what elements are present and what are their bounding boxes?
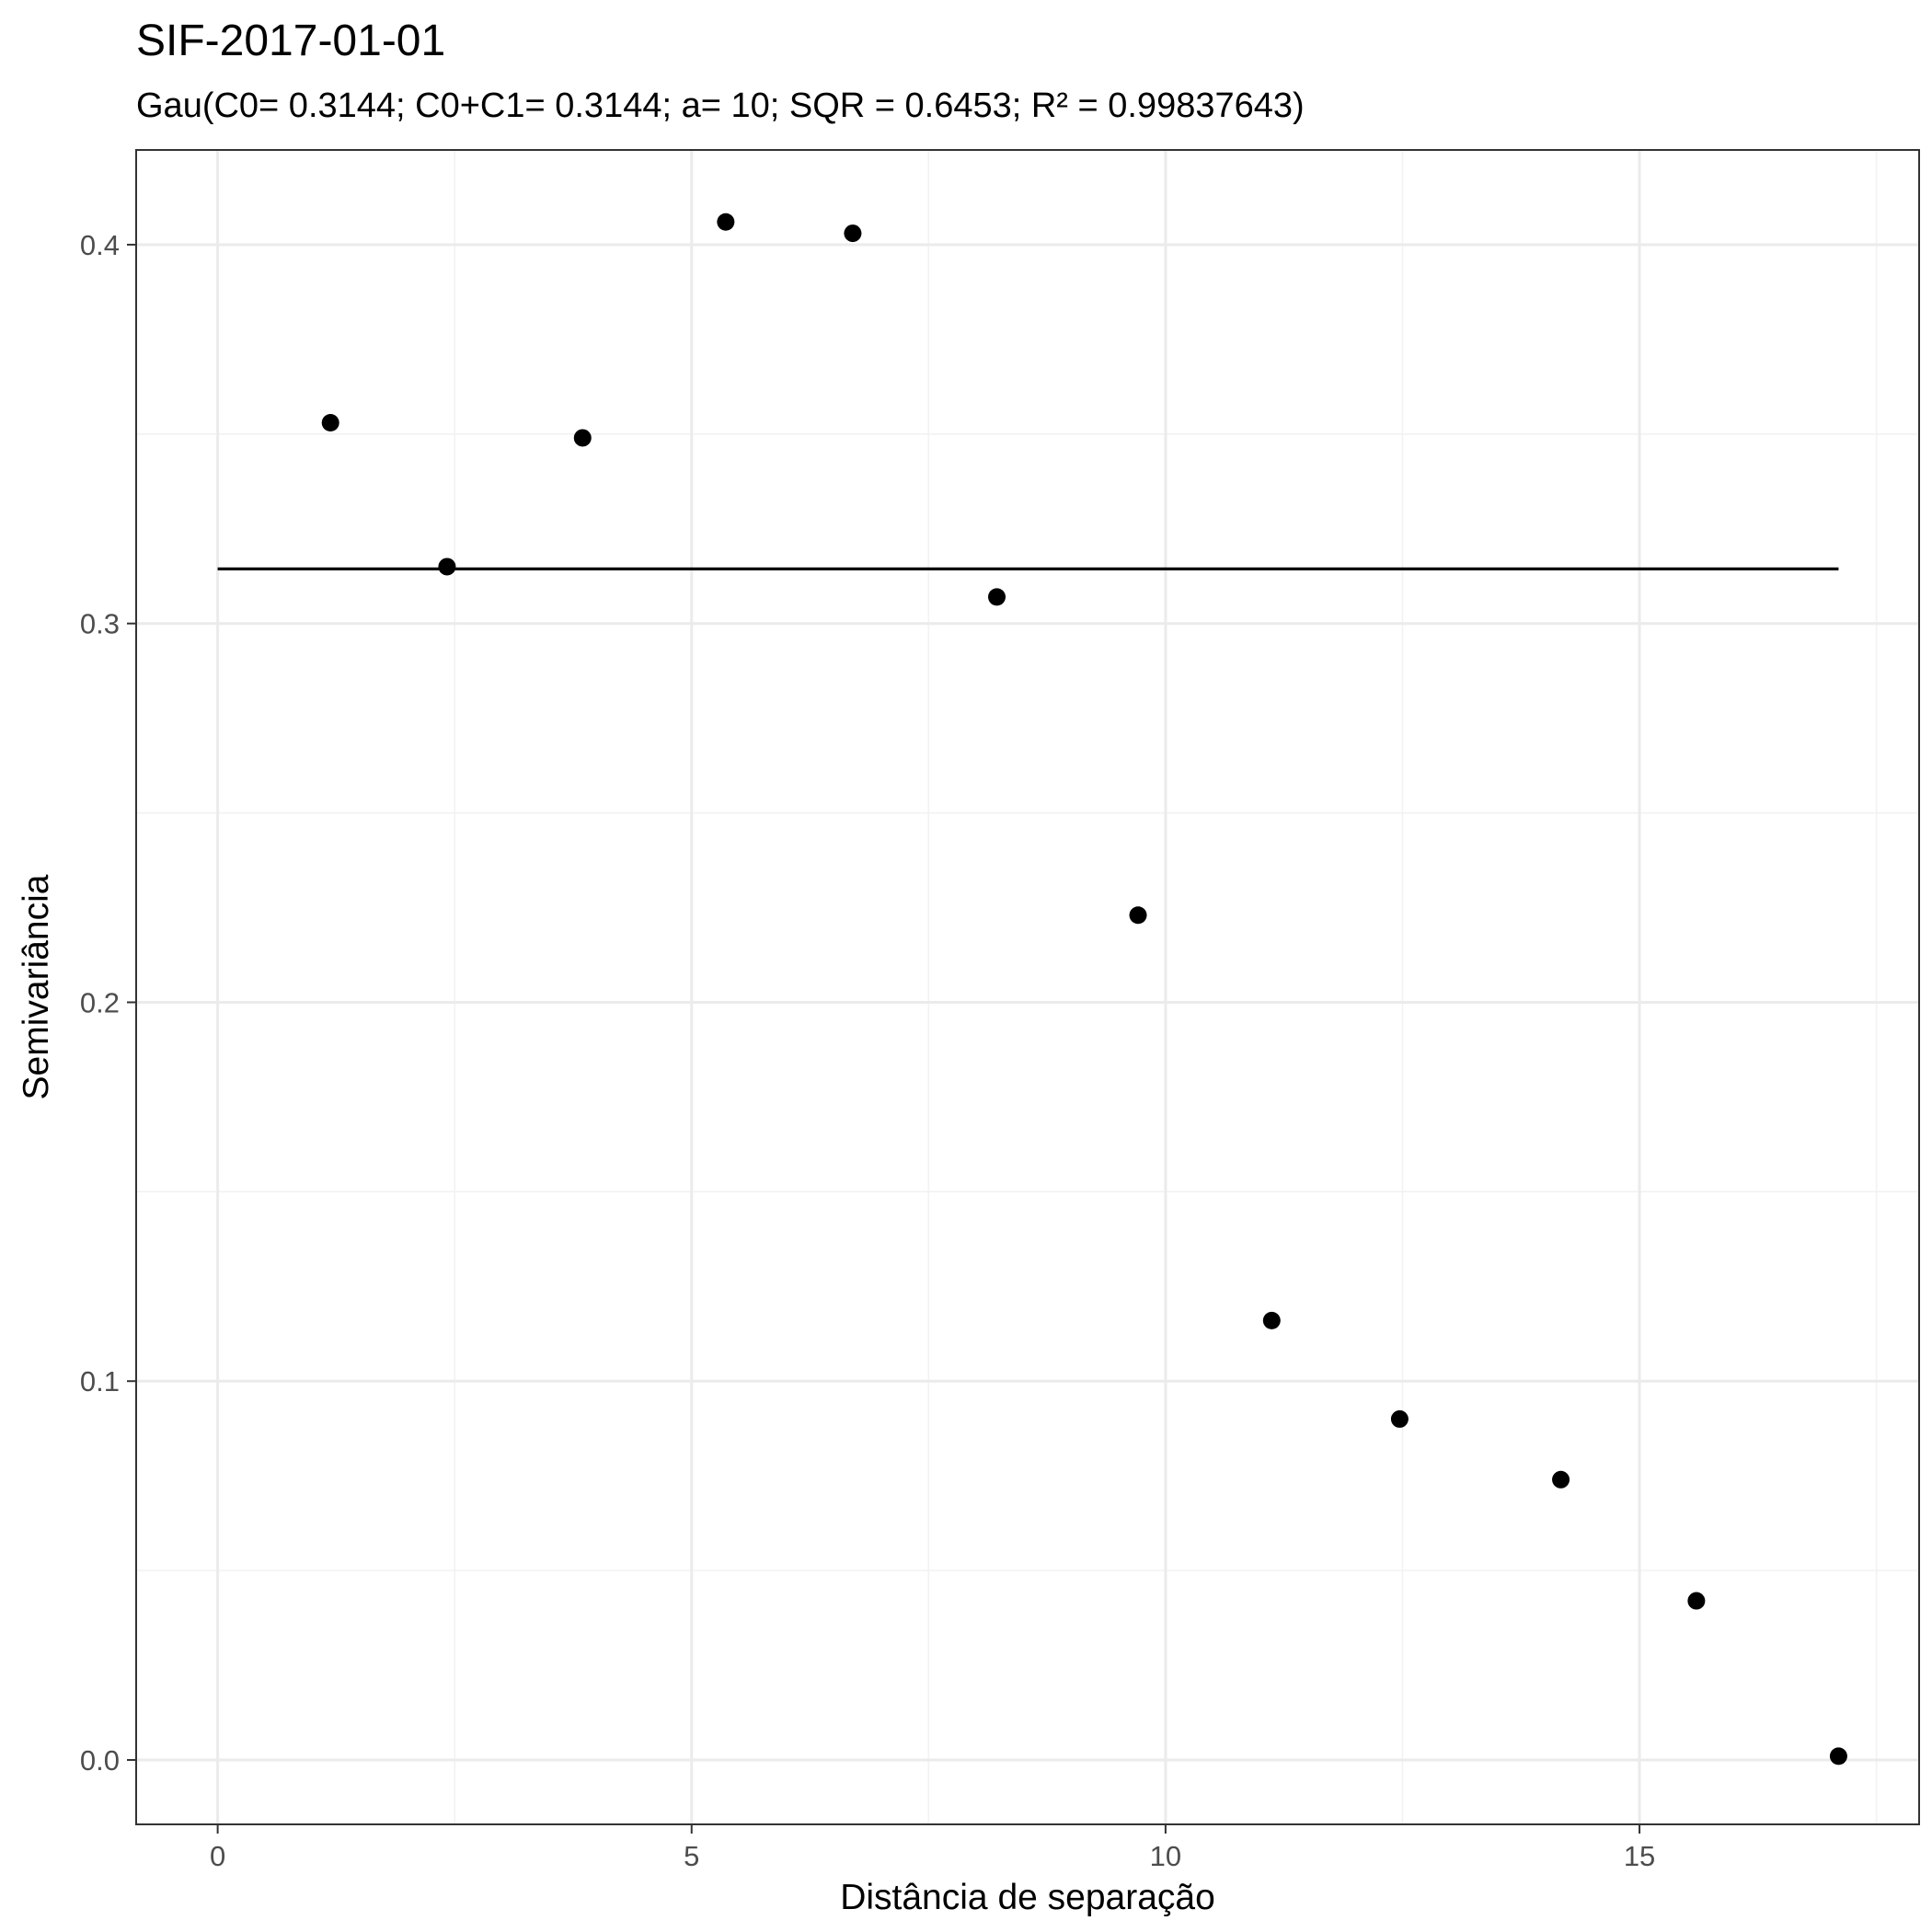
data-point: [844, 224, 862, 243]
y-axis: 0.0 0.1 0.2 0.3 0.4: [80, 229, 136, 1777]
data-point: [717, 213, 735, 231]
data-point: [1552, 1470, 1570, 1489]
data-point: [1829, 1747, 1847, 1765]
y-tick-label: 0.3: [80, 608, 120, 640]
panel-border: [135, 149, 1920, 1825]
x-axis-title: Distância de separação: [840, 1878, 1215, 1917]
data-point: [1390, 1409, 1409, 1428]
x-tick-label: 0: [210, 1840, 225, 1872]
data-point: [573, 429, 592, 447]
data-point: [1262, 1311, 1281, 1329]
data-point: [988, 588, 1006, 606]
data-point: [438, 558, 456, 576]
data-point: [321, 413, 339, 431]
y-tick-label: 0.2: [80, 986, 120, 1018]
y-axis-title: Semivariância: [17, 874, 56, 1099]
data-point: [1129, 906, 1147, 925]
x-tick-label: 5: [684, 1840, 699, 1872]
x-tick-label: 15: [1624, 1840, 1655, 1872]
x-tick-label: 10: [1150, 1840, 1181, 1872]
grid: [136, 150, 1919, 1824]
chart-title: SIF-2017-01-01: [136, 17, 445, 65]
x-axis: 0 5 10 15: [210, 1824, 1655, 1872]
y-tick-label: 0.4: [80, 229, 120, 261]
y-tick-label: 0.1: [80, 1365, 120, 1397]
data-point: [1687, 1592, 1706, 1610]
y-tick-label: 0.0: [80, 1744, 120, 1777]
chart-subtitle: Gau(C0= 0.3144; C0+C1= 0.3144; a= 10; SQ…: [136, 86, 1305, 125]
semivariance-points: [321, 213, 1847, 1765]
